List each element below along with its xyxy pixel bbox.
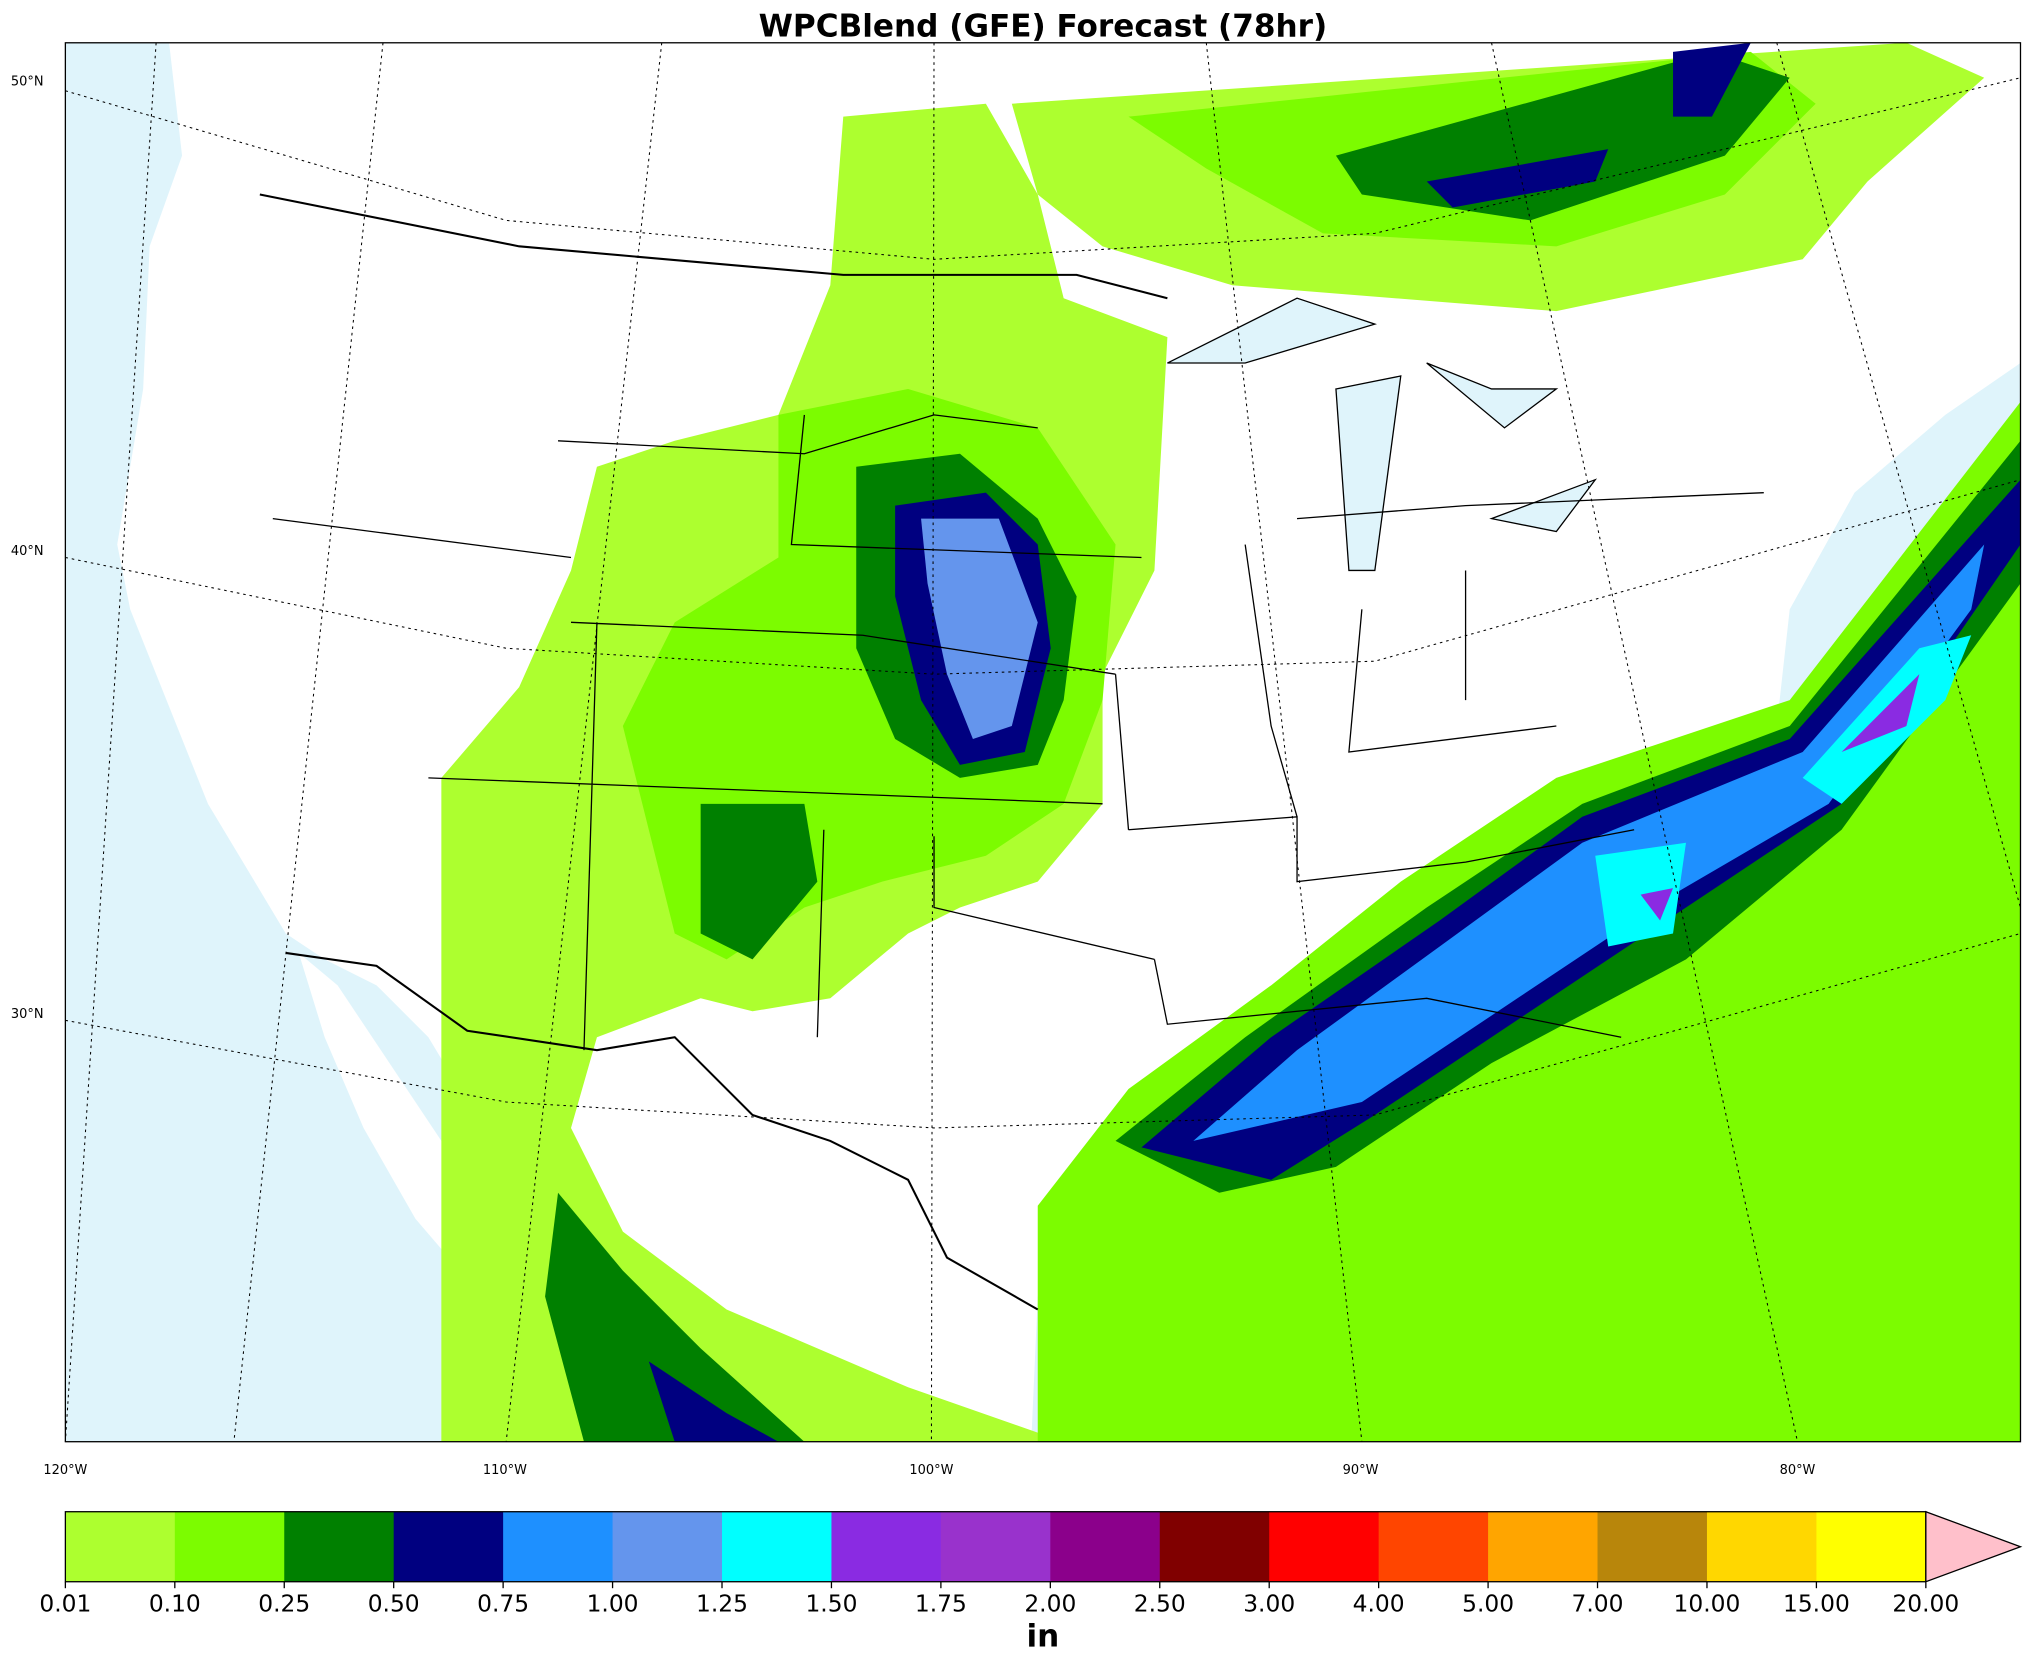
colorbar-segment (1269, 1511, 1380, 1582)
precip-east (1640, 674, 1920, 921)
colorbar-segment (284, 1511, 395, 1582)
border (259, 193, 1168, 1311)
colorbar-segment (940, 1511, 1051, 1582)
lon-label: 100°W (909, 1463, 953, 1478)
colorbar-tick-label: 0.10 (149, 1590, 201, 1618)
colorbar-segment (393, 1511, 504, 1582)
colorbar-tick-label: 3.00 (1243, 1590, 1295, 1618)
precip-east (1193, 544, 1985, 1141)
colorbar-segment (1050, 1511, 1161, 1582)
lat-label: 50°N (11, 75, 44, 90)
colorbar-tick-label: 20.00 (1892, 1590, 1959, 1618)
colorbar-tick-label: 2.50 (1134, 1590, 1186, 1618)
precip-mexico (545, 1192, 805, 1442)
lon-label: 80°W (1780, 1463, 1816, 1478)
colorbar-tick-label: 15.00 (1783, 1590, 1850, 1618)
colorbar-segment (65, 1511, 176, 1582)
lon-label: 90°W (1343, 1463, 1379, 1478)
colorbar-segment (1159, 1511, 1270, 1582)
lat-label: 40°N (11, 544, 44, 559)
colorbar-tick-label: 1.75 (915, 1590, 967, 1618)
colorbar-frame (64, 1511, 1927, 1583)
colorbar-segment (1597, 1511, 1708, 1582)
colorbar-tick-label: 2.00 (1024, 1590, 1076, 1618)
colorbar-segment (722, 1511, 833, 1582)
colorbar-tick-label: 10.00 (1674, 1590, 1741, 1618)
colorbar-tick-label: 4.00 (1353, 1590, 1405, 1618)
lon-label: 110°W (483, 1463, 527, 1478)
colorbar-segment (1706, 1511, 1818, 1582)
colorbar-segment (1816, 1511, 1927, 1582)
state-lines (272, 414, 1764, 1051)
precip-east (1595, 635, 1972, 947)
graticule (64, 42, 2021, 1442)
colorbar-segment (174, 1511, 285, 1582)
colorbar-segment (831, 1511, 942, 1582)
precip-plains (921, 518, 1038, 740)
colorbar-segment (1378, 1511, 1489, 1582)
colorbar-tick-label: 0.01 (39, 1590, 91, 1618)
colorbar-tick-label: 0.25 (258, 1590, 310, 1618)
colorbar-tick-label: 0.50 (368, 1590, 420, 1618)
colorbar-label: in (1027, 1619, 1060, 1655)
colorbar-tick-label: 7.00 (1572, 1590, 1624, 1618)
lat-label: 30°N (11, 1007, 44, 1022)
colorbar-segment (612, 1511, 723, 1582)
lon-label: 120°W (43, 1463, 87, 1478)
colorbar-segment (503, 1511, 614, 1582)
map (64, 42, 2022, 1443)
colorbar-tick-label: 1.25 (696, 1590, 748, 1618)
colorbar-tick-label: 1.50 (805, 1590, 857, 1618)
map-frame (64, 42, 2022, 1443)
title: WPCBlend (GFE) Forecast (78hr) (759, 8, 1328, 44)
colorbar-tick-label: 0.75 (477, 1590, 529, 1618)
precip-north (1426, 42, 1751, 208)
colorbar-segment (1488, 1511, 1599, 1582)
colorbar-tick-label: 5.00 (1462, 1590, 1514, 1618)
colorbar-extend (1925, 1510, 2023, 1583)
great-lakes (1167, 297, 1598, 572)
colorbar-tick-label: 1.00 (587, 1590, 639, 1618)
precip-mexico (648, 1361, 779, 1442)
